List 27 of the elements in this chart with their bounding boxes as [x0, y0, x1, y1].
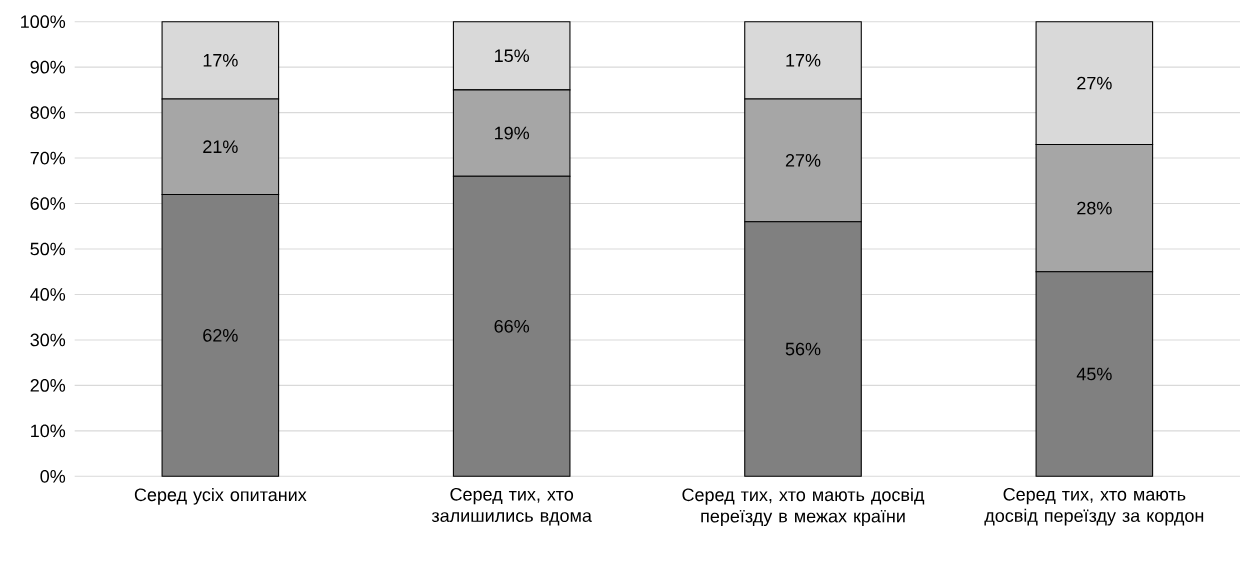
y-tick-label: 70%: [30, 151, 66, 165]
y-tick-label: 80%: [30, 106, 66, 119]
data-label: 62%: [203, 329, 238, 342]
y-tick-label: 10%: [31, 424, 66, 438]
y-tick-label: 50%: [30, 242, 66, 256]
data-label: 17%: [203, 54, 238, 67]
y-tick-label: 0%: [40, 469, 66, 483]
data-label: 21%: [203, 140, 238, 154]
y-tick-label: 40%: [30, 288, 66, 301]
x-tick-label: Серед тих, хто мають досвід переїзду за кордон: [984, 487, 1204, 526]
data-label: 27%: [1077, 76, 1112, 90]
x-tick-label: Серед тих, хто залишились вдома: [431, 487, 592, 526]
data-label: 19%: [495, 126, 530, 140]
x-tick-label: Серед усіх опитаних: [134, 487, 307, 505]
data-label: 56%: [785, 342, 821, 356]
y-tick-label: 20%: [30, 379, 66, 392]
x-tick-label: Серед тих, хто мають досвід переїзду в межах країни: [682, 487, 925, 527]
data-label: 15%: [495, 49, 530, 63]
y-tick-label: 90%: [30, 60, 66, 74]
y-tick-label: 30%: [30, 333, 66, 347]
data-label: 27%: [785, 154, 821, 167]
data-label: 66%: [494, 319, 530, 333]
data-label: 17%: [786, 54, 821, 67]
data-label: 45%: [1076, 367, 1112, 381]
y-tick-label: 100%: [21, 15, 66, 29]
data-label: 28%: [1077, 201, 1112, 215]
y-tick-label: 60%: [30, 197, 66, 210]
